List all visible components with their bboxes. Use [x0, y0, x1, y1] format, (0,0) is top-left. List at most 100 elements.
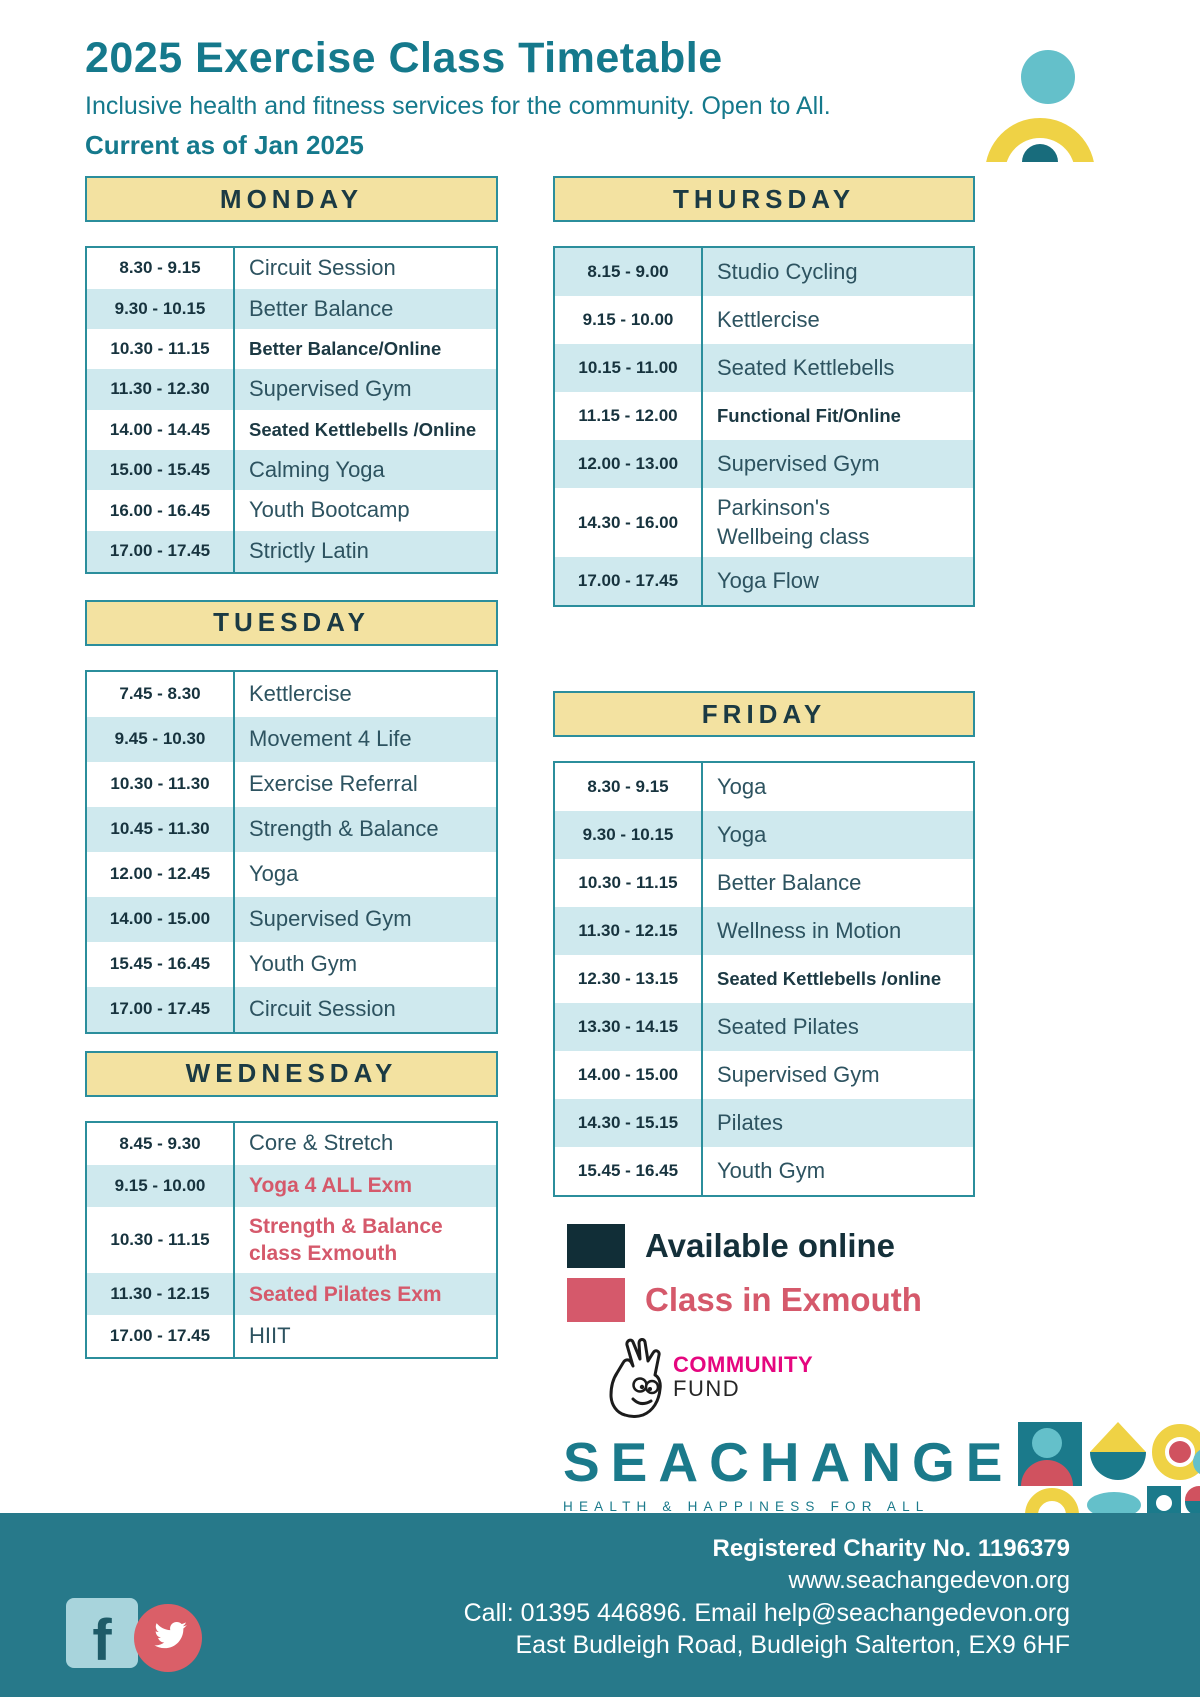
- class-name: Yoga: [717, 773, 767, 799]
- facebook-icon[interactable]: f: [66, 1598, 138, 1668]
- table-row: 11.15 - 12.00 Functional Fit/Online: [555, 392, 973, 440]
- day-banner-tuesday: TUESDAY: [85, 599, 498, 646]
- collage-red-semicircle: [1185, 1486, 1200, 1501]
- table-row: 14.00 - 15.00 Supervised Gym: [87, 896, 496, 942]
- class-name: Better Balance: [249, 295, 394, 321]
- class-name: Core & Stretch: [249, 1130, 394, 1156]
- class-name: Yoga 4 ALL Exm: [249, 1173, 412, 1197]
- table-row: 10.45 - 11.30 Strength & Balance: [87, 806, 496, 852]
- table-row: 15.45 - 16.45 Youth Gym: [87, 941, 496, 987]
- person-head-shape: [1021, 50, 1075, 104]
- footer-text: Registered Charity No. 1196379 www.seach…: [0, 1513, 1200, 1661]
- class-time: 10.30 - 11.15: [555, 859, 703, 908]
- twitter-icon[interactable]: [134, 1604, 202, 1672]
- seachange-tagline: HEALTH & HAPPINESS FOR ALL: [563, 1499, 930, 1514]
- class-time: 12.30 - 13.15: [555, 955, 703, 1004]
- class-time: 17.00 - 17.45: [87, 530, 235, 572]
- community-fund-text: COMMUNITY FUND: [673, 1353, 813, 1401]
- table-row: 12.30 - 13.15 Seated Kettlebells /online: [555, 955, 973, 1004]
- class-name: Calming Yoga: [249, 456, 385, 482]
- community-fund-logo: COMMUNITY FUND: [553, 1335, 975, 1419]
- class-time: 14.30 - 15.15: [555, 1099, 703, 1148]
- class-time: 14.00 - 15.00: [87, 896, 235, 942]
- day-label: MONDAY: [219, 183, 364, 214]
- table-row: 17.00 - 17.45 Circuit Session: [87, 986, 496, 1032]
- collage-red-dot: [1169, 1441, 1191, 1463]
- class-time: 13.30 - 14.15: [555, 1003, 703, 1052]
- legend: Available online Class in Exmouth: [553, 1223, 975, 1323]
- seachange-logo: SEACHANGE HEALTH & HAPPINESS FOR ALL: [563, 1430, 1013, 1514]
- table-row: 12.00 - 12.45 Yoga: [87, 851, 496, 897]
- class-name: Seated Kettlebells /online: [717, 968, 942, 990]
- class-name: Kettlercise: [249, 680, 352, 706]
- seachange-logo-mark: [1015, 1422, 1200, 1542]
- table-row: 8.30 - 9.15 Yoga: [555, 763, 973, 812]
- class-name: Strength & Balance class Exmouth: [249, 1214, 443, 1265]
- day-label: THURSDAY: [672, 183, 856, 214]
- class-time: 11.30 - 12.30: [87, 369, 235, 410]
- class-name: Better Balance/Online: [249, 338, 442, 360]
- day-label: TUESDAY: [213, 607, 370, 638]
- person-core-shape: [1022, 144, 1058, 162]
- class-time: 8.15 - 9.00: [555, 248, 703, 296]
- table-row: 11.30 - 12.15 Seated Pilates Exm: [87, 1273, 496, 1316]
- class-name: Yoga Flow: [717, 567, 819, 593]
- table-row: 7.45 - 8.30 Kettlercise: [87, 671, 496, 717]
- class-name: Youth Gym: [249, 950, 358, 976]
- class-time: 17.00 - 17.45: [87, 986, 235, 1032]
- table-row: 9.30 - 10.15 Yoga: [555, 811, 973, 860]
- table-row: 11.30 - 12.30 Supervised Gym: [87, 369, 496, 410]
- class-time: 9.30 - 10.15: [87, 288, 235, 330]
- class-time: 15.45 - 16.45: [555, 1147, 703, 1196]
- class-name: Supervised Gym: [249, 376, 412, 402]
- class-time: 11.30 - 12.15: [87, 1273, 235, 1316]
- class-name: Movement 4 Life: [249, 725, 412, 751]
- community-fund-line2: FUND: [673, 1376, 741, 1402]
- poster-subtitle: Inclusive health and fitness services fo…: [85, 92, 831, 120]
- website-link[interactable]: www.seachangedevon.org: [788, 1567, 1070, 1594]
- class-name: Parkinson's Wellbeing class: [717, 495, 870, 549]
- collage-triangle: [1090, 1422, 1146, 1452]
- day-section-wednesday: WEDNESDAY 8.45 - 9.30 Core & Stretch 9.1…: [85, 1050, 498, 1360]
- class-time: 10.30 - 11.15: [87, 1206, 235, 1274]
- left-column: MONDAY 8.30 - 9.15 Circuit Session 9.30 …: [85, 176, 498, 1360]
- class-name: Supervised Gym: [717, 1061, 880, 1087]
- table-row: 16.00 - 16.45 Youth Bootcamp: [87, 490, 496, 531]
- class-name: Exercise Referral: [249, 770, 418, 796]
- day-banner-thursday: THURSDAY: [553, 176, 975, 222]
- class-time: 9.30 - 10.15: [555, 811, 703, 860]
- class-name: Seated Pilates: [717, 1013, 859, 1039]
- class-time: 16.00 - 16.45: [87, 490, 235, 531]
- class-name: Wellness in Motion: [717, 917, 902, 943]
- table-row: 10.30 - 11.15 Better Balance: [555, 859, 973, 908]
- class-time: 9.15 - 10.00: [555, 296, 703, 344]
- social-icons: f: [66, 1598, 206, 1672]
- table-row: 17.00 - 17.45 Yoga Flow: [555, 557, 973, 606]
- table-row: 14.00 - 15.00 Supervised Gym: [555, 1051, 973, 1100]
- table-row: 17.00 - 17.45 HIIT: [87, 1315, 496, 1358]
- class-name: Circuit Session: [249, 255, 396, 280]
- collage-teal-semicircle: [1185, 1501, 1200, 1516]
- class-time: 8.45 - 9.30: [87, 1122, 235, 1165]
- table-row: 14.00 - 14.45 Seated Kettlebells /Online: [87, 409, 496, 450]
- twitter-bird-shape: [154, 1622, 187, 1649]
- table-row: 9.15 - 10.00 Yoga 4 ALL Exm: [87, 1164, 496, 1207]
- class-time: 15.00 - 15.45: [87, 449, 235, 491]
- table-row: 10.30 - 11.15 Better Balance/Online: [87, 329, 496, 370]
- charity-number: Registered Charity No. 1196379: [712, 1535, 1070, 1562]
- day-banner-monday: MONDAY: [85, 176, 498, 222]
- class-name: Seated Kettlebells /Online: [249, 418, 477, 440]
- class-time: 10.45 - 11.30: [87, 806, 235, 852]
- table-row: 9.30 - 10.15 Better Balance: [87, 288, 496, 330]
- class-name: Circuit Session: [249, 995, 396, 1021]
- class-time: 14.00 - 15.00: [555, 1051, 703, 1100]
- class-name: Kettlercise: [717, 306, 820, 332]
- collage-person-head: [1032, 1428, 1062, 1458]
- table-row: 13.30 - 14.15 Seated Pilates: [555, 1003, 973, 1052]
- class-time: 10.30 - 11.15: [87, 329, 235, 370]
- legend-item: Class in Exmouth: [567, 1277, 975, 1323]
- class-name: Pilates: [717, 1109, 784, 1135]
- address-line: East Budleigh Road, Budleigh Salterton, …: [515, 1631, 1070, 1659]
- table-row: 14.30 - 16.00 Parkinson's Wellbeing clas…: [555, 488, 973, 558]
- current-as-of-label: Current as of Jan 2025: [85, 130, 364, 160]
